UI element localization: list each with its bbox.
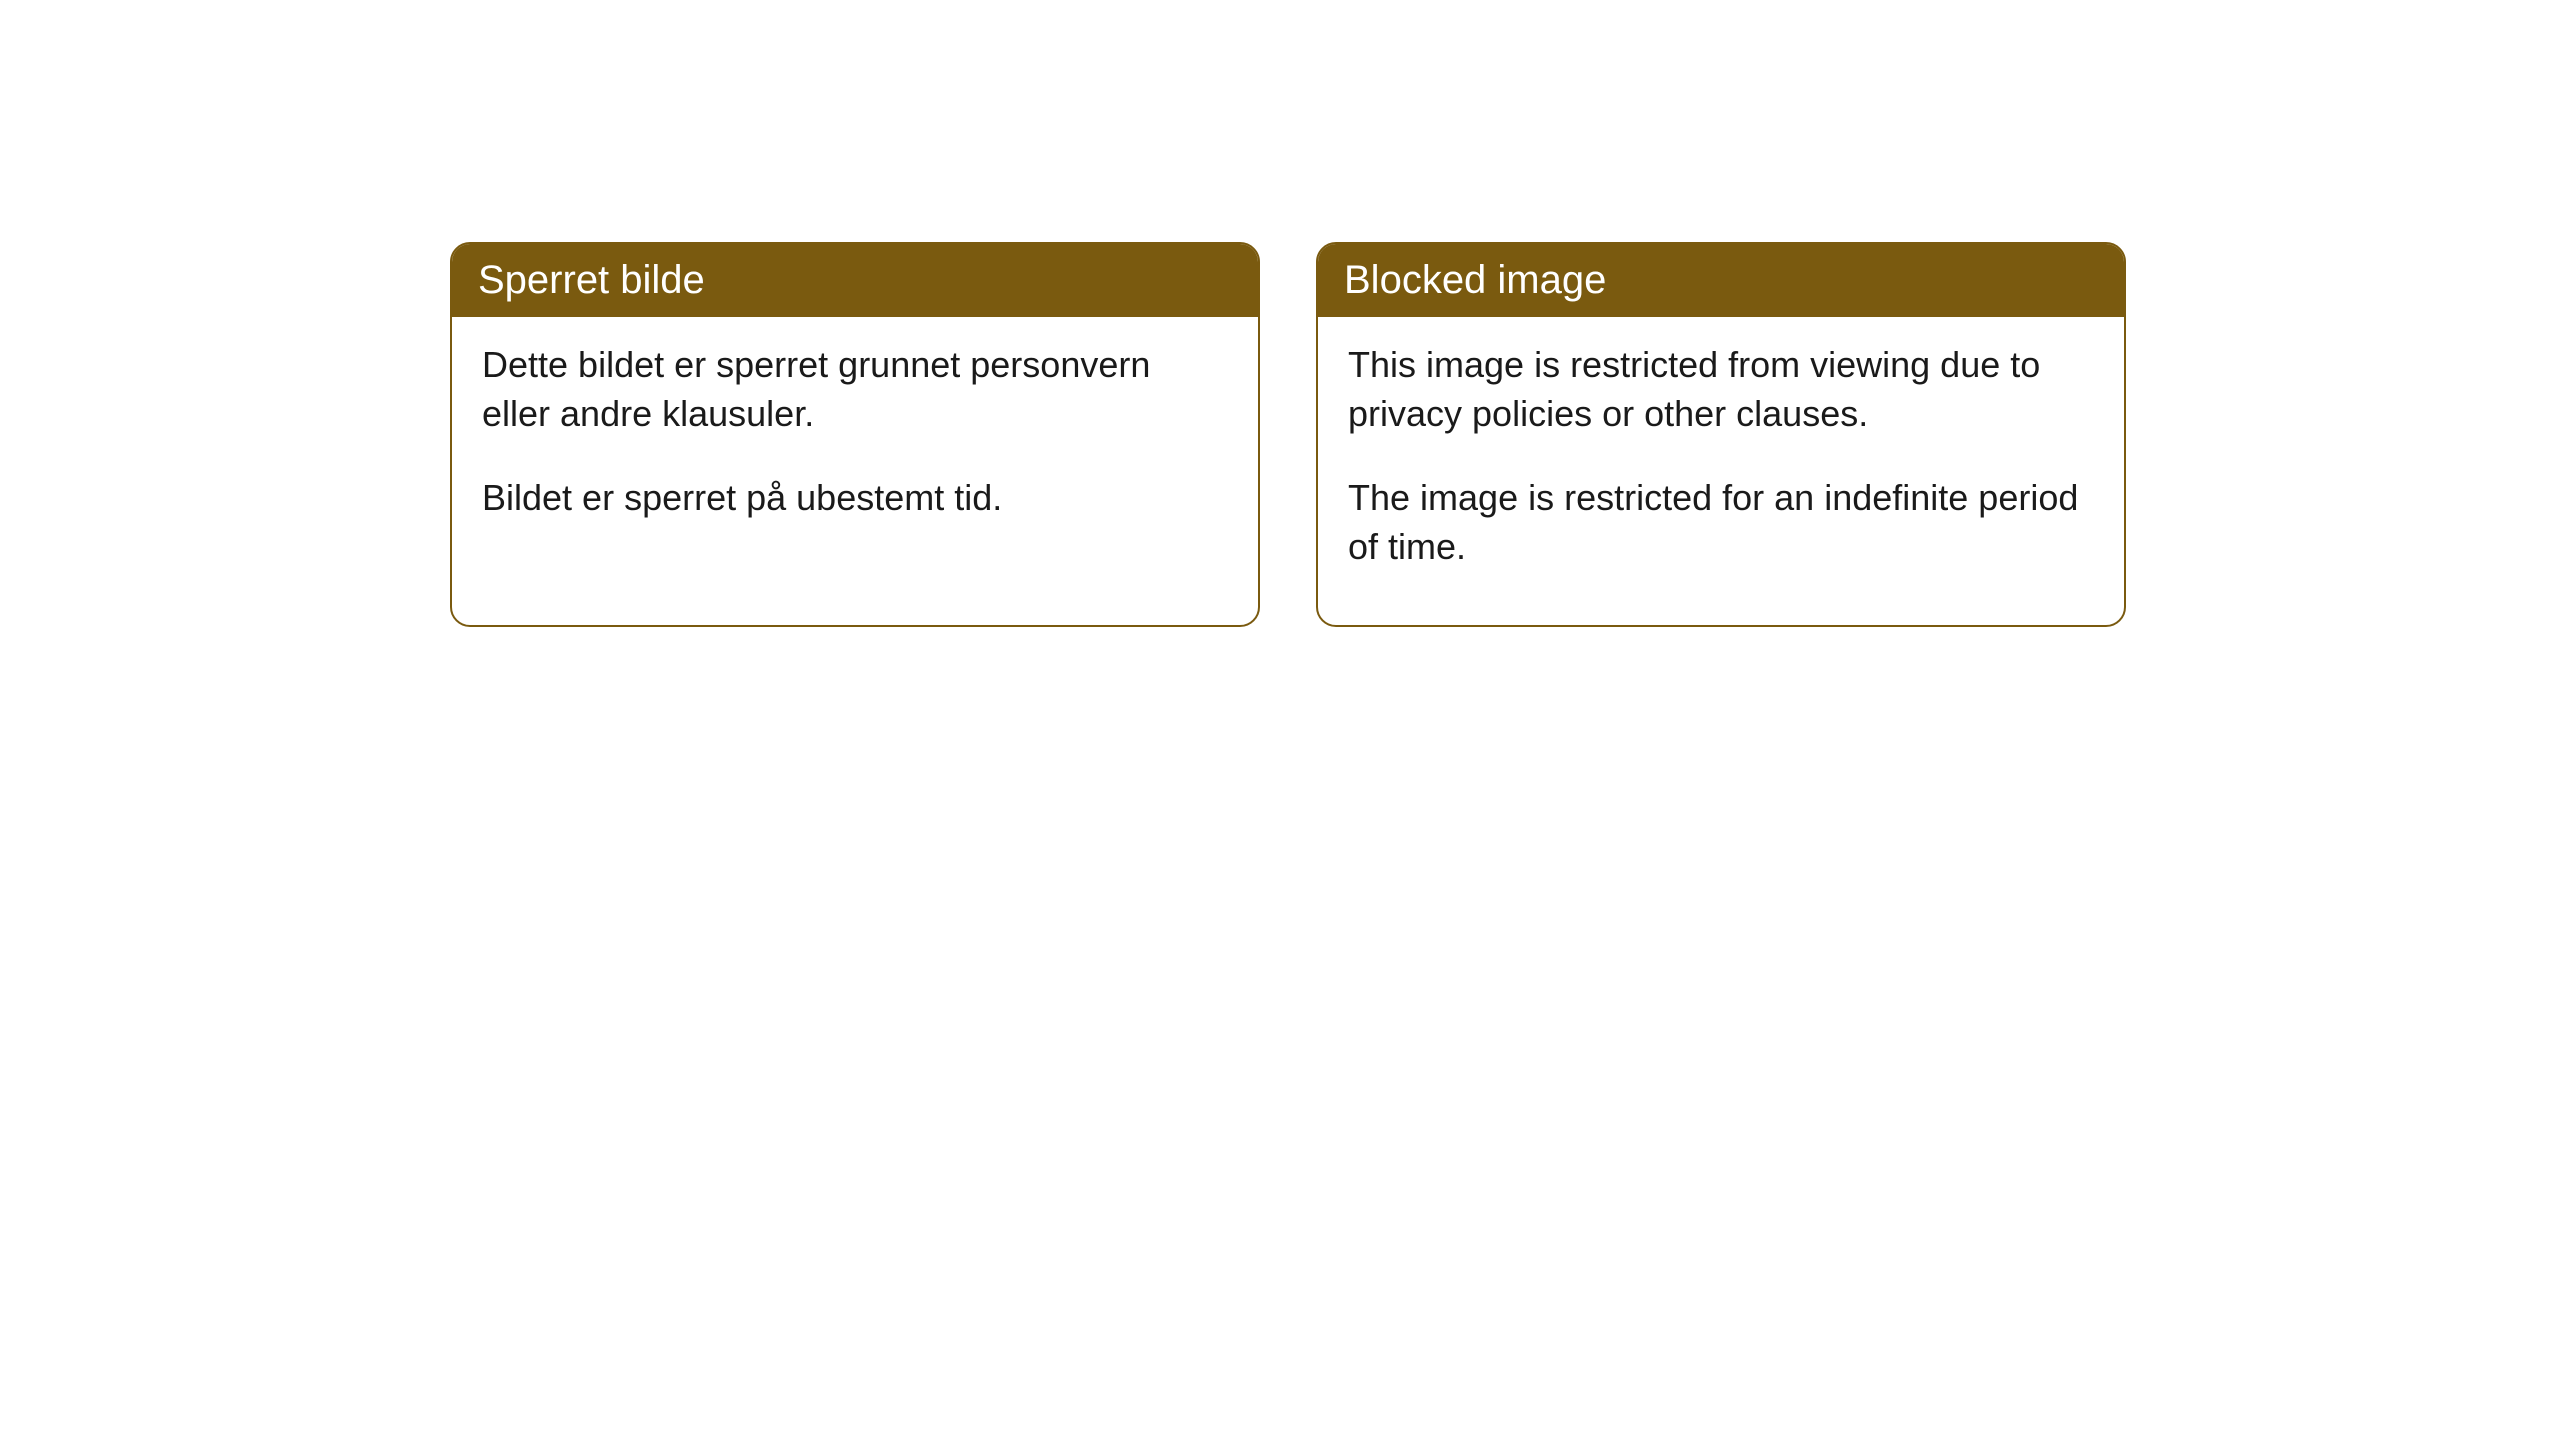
message-paragraph-1: Dette bildet er sperret grunnet personve…	[482, 341, 1228, 438]
card-body-english: This image is restricted from viewing du…	[1318, 317, 2124, 625]
message-paragraph-2: Bildet er sperret på ubestemt tid.	[482, 474, 1228, 523]
card-body-norwegian: Dette bildet er sperret grunnet personve…	[452, 317, 1258, 577]
card-header-norwegian: Sperret bilde	[452, 244, 1258, 317]
notice-cards-container: Sperret bilde Dette bildet er sperret gr…	[0, 0, 2560, 627]
card-header-english: Blocked image	[1318, 244, 2124, 317]
blocked-image-card-english: Blocked image This image is restricted f…	[1316, 242, 2126, 627]
blocked-image-card-norwegian: Sperret bilde Dette bildet er sperret gr…	[450, 242, 1260, 627]
message-paragraph-2: The image is restricted for an indefinit…	[1348, 474, 2094, 571]
message-paragraph-1: This image is restricted from viewing du…	[1348, 341, 2094, 438]
